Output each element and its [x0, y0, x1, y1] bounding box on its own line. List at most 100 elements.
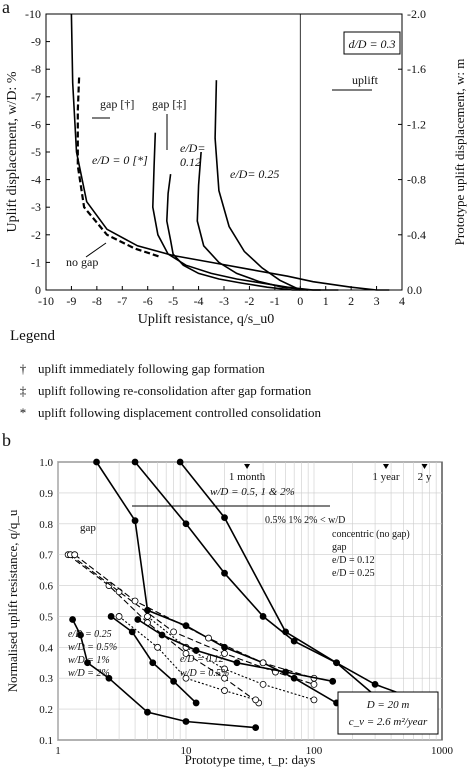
y-tick-label: -8 [31, 62, 41, 76]
double-dagger-symbol: ‡ [19, 383, 27, 398]
x-tick-label: 100 [306, 745, 323, 757]
y2-tick-label: -0.4 [407, 228, 426, 242]
y-tick-label: -7 [31, 90, 41, 104]
time-marker [244, 464, 251, 469]
series-line [214, 80, 301, 291]
data-marker [170, 628, 177, 636]
data-marker [182, 520, 190, 528]
y-tick-label: 0.5 [39, 611, 53, 623]
x-tick-label: -10 [38, 294, 54, 308]
annotation-label: gap [80, 522, 96, 534]
annotation-label: w/D = 2% [68, 668, 110, 679]
legend-item-text: uplift following displacement controlled… [38, 405, 322, 420]
x-tick-label: -5 [168, 294, 178, 308]
panel-b-axes: 0.1 0.2 0.3 0.4 0.5 0.6 0.7 0.8 0.9 1.0 1 10 100 1000 [39, 457, 453, 757]
data-marker [221, 674, 228, 682]
data-marker [259, 681, 267, 688]
data-marker [310, 696, 318, 704]
data-marker [333, 659, 340, 667]
legend-item: † uplift immediately following gap forma… [8, 361, 468, 377]
y-tick-label: 0.3 [39, 673, 53, 685]
x-tick-label: 0 [297, 294, 303, 308]
y2-tick-label: -1.2 [407, 117, 426, 131]
panel-b-label: b [2, 430, 11, 450]
y2-tick-label: 0.0 [407, 283, 422, 297]
panel-a-xlabel: Uplift resistance, q/s_u0 [138, 312, 274, 327]
y-tick-label: 0.4 [39, 642, 53, 654]
x-tick-label: -7 [117, 294, 127, 308]
annotation-label: uplift [352, 73, 379, 87]
panel-b-info-line-2: c_v = 2.6 m²/year [349, 716, 428, 728]
data-marker [69, 616, 76, 623]
panel-a-y2label: Prototype uplift displacement, w: m [452, 59, 467, 246]
data-marker [131, 458, 139, 466]
y2-tick-label: -2.0 [407, 7, 426, 21]
legend-item-text: uplift following re-consolidation after … [38, 383, 312, 398]
y-tick-label: -9 [31, 35, 41, 49]
x-tick-label: -9 [66, 294, 76, 308]
series-line [137, 618, 333, 683]
panel-a-axes: -10 -9 -8 -7 -6 -5 -4 -3 -2 -1 0 1 2 3 40-1-2-3-4-5-6-… [25, 7, 426, 308]
y-tick-label: -5 [31, 145, 41, 159]
annotation-label: e/D= 0.25 [230, 167, 279, 181]
data-marker [221, 650, 228, 657]
time-marker [382, 464, 389, 469]
legend-item-text: uplift immediately following gap formati… [38, 361, 265, 376]
time-marker-label: 1 year [372, 471, 400, 483]
annotation-label: w/D = 0.5% [180, 668, 229, 679]
panel-a-annotations: uplift gap [†] gap [‡] e/D = 0 [*] e/D=0.12 e… [66, 73, 379, 269]
y-tick-label: 0.7 [39, 550, 53, 562]
x-tick-label: -2 [244, 294, 254, 308]
time-marker [421, 464, 428, 469]
y-tick-label: 0.9 [39, 488, 53, 500]
annotation-label: e/D= [180, 141, 205, 155]
annotation-label: gap [‡] [152, 97, 186, 111]
x-tick-label: 1 [55, 745, 61, 757]
data-marker [329, 677, 337, 685]
data-marker [252, 724, 260, 732]
x-tick-label: 1000 [431, 745, 454, 757]
data-marker [77, 631, 84, 639]
data-marker [182, 718, 190, 725]
data-marker [233, 659, 241, 667]
data-marker [128, 628, 136, 636]
data-marker [144, 708, 151, 716]
data-marker [252, 696, 260, 704]
panel-a-chart: a -10 -9 -8 -7 -6 -5 -4 -3 -2 -1 0 1 2 3 40-1-2-3-4-5-… [2, 0, 467, 327]
legend-row: gap [332, 542, 346, 553]
legend-row: e/D = 0.25 [332, 568, 375, 579]
data-marker [259, 613, 267, 620]
data-marker [192, 647, 200, 654]
arrow-label: w/D = 0.5, 1 & 2% [210, 486, 295, 498]
y-tick-label: -3 [31, 200, 41, 214]
series-line [70, 13, 390, 291]
panel-b-info-box [337, 691, 439, 735]
data-marker [105, 582, 113, 589]
panel-a-ylabel: Uplift displacement, w/D: % [5, 71, 20, 232]
x-tick-label: -6 [143, 294, 153, 308]
data-marker [176, 458, 184, 466]
legend-row: e/D = 0.12 [332, 555, 375, 566]
annotation-label: e/D = 0 [*] [92, 153, 148, 167]
data-marker [170, 677, 177, 685]
legend-item: * uplift following displacement controll… [8, 405, 468, 421]
x-tick-label: 1 [323, 294, 329, 308]
x-tick-label: 2 [348, 294, 354, 308]
data-marker [131, 517, 139, 525]
series-line [179, 461, 427, 704]
panel-b-info-line-1: D = 20 m [366, 699, 410, 711]
data-marker [221, 514, 228, 521]
series-line [196, 151, 308, 291]
panel-a-info-text: d/D = 0.3 [348, 37, 395, 51]
y-tick-label: -2 [31, 228, 41, 242]
panel-b-annotations: 1 month 1 year 2 y w/D = 0.5, 1 & 2% 0.5% 1%… [68, 464, 432, 679]
panel-b-series [64, 458, 430, 732]
series-line [95, 461, 337, 704]
y-tick-label: 0 [35, 283, 41, 297]
data-marker [71, 551, 79, 559]
annotation-label: e/D = 0.25 [68, 629, 112, 640]
asterisk-symbol: * [19, 405, 27, 420]
annotation-label: e/D = 0.12 [180, 654, 224, 665]
panel-a-label: a [2, 0, 10, 17]
